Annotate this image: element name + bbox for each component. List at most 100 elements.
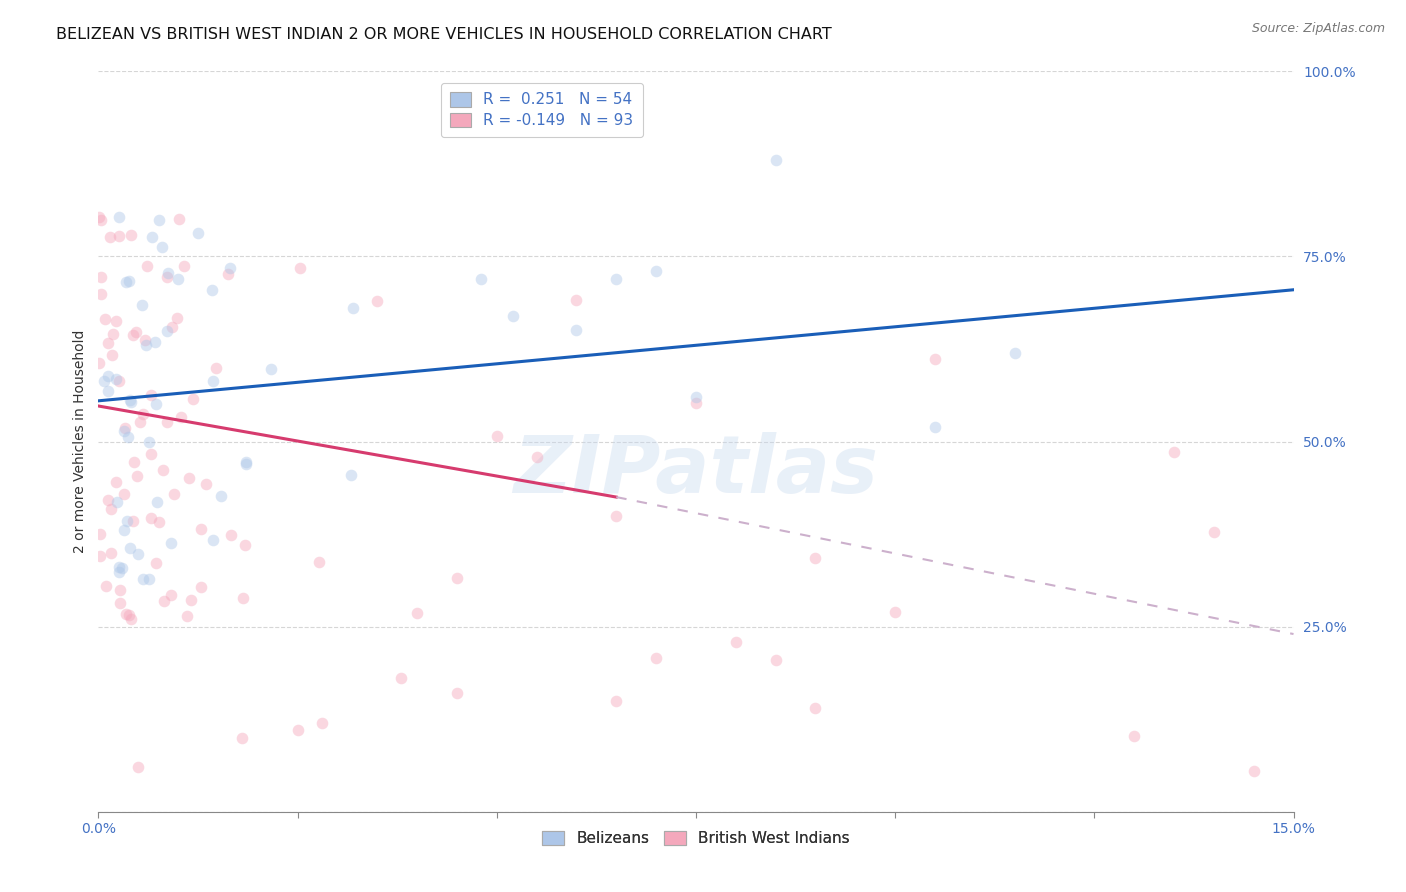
Point — [389, 672, 412, 686]
Point — [219, 528, 242, 542]
Point — [120, 228, 142, 243]
Point — [134, 333, 156, 347]
Point — [131, 298, 153, 312]
Point — [235, 455, 257, 469]
Legend: Belizeans, British West Indians: Belizeans, British West Indians — [536, 824, 856, 852]
Point — [160, 536, 183, 550]
Point — [146, 495, 169, 509]
Point — [485, 429, 508, 443]
Point — [97, 335, 120, 350]
Point — [117, 274, 139, 288]
Point — [605, 271, 627, 285]
Point — [187, 226, 209, 240]
Point — [406, 606, 429, 620]
Point — [340, 468, 363, 483]
Point — [148, 515, 170, 529]
Point — [108, 596, 131, 610]
Point — [105, 372, 128, 386]
Point — [724, 634, 747, 648]
Point — [765, 652, 787, 666]
Point — [1004, 345, 1026, 359]
Point — [115, 607, 138, 622]
Point — [190, 580, 212, 594]
Point — [94, 312, 117, 326]
Point — [1243, 764, 1265, 778]
Point — [108, 566, 131, 580]
Point — [219, 261, 242, 276]
Point — [139, 510, 162, 524]
Point — [150, 240, 173, 254]
Point — [287, 723, 309, 738]
Point — [105, 475, 128, 489]
Point — [173, 259, 195, 273]
Point — [311, 715, 333, 730]
Point — [90, 269, 112, 284]
Point — [96, 384, 118, 398]
Point — [209, 489, 232, 503]
Point — [217, 267, 239, 281]
Point — [152, 463, 174, 477]
Point — [342, 301, 364, 316]
Text: ZIPatlas: ZIPatlas — [513, 432, 879, 510]
Point — [89, 527, 111, 541]
Point — [98, 229, 121, 244]
Point — [155, 415, 177, 429]
Point — [201, 284, 224, 298]
Point — [233, 538, 256, 552]
Point — [122, 328, 145, 343]
Point — [112, 523, 135, 537]
Point — [232, 591, 254, 605]
Point — [924, 352, 946, 367]
Point — [118, 608, 141, 623]
Point — [135, 337, 157, 351]
Point — [114, 424, 136, 438]
Point — [645, 651, 668, 665]
Point — [765, 153, 787, 168]
Point — [804, 701, 827, 715]
Point — [87, 210, 110, 224]
Point — [160, 319, 183, 334]
Point — [105, 495, 128, 509]
Point — [97, 493, 120, 508]
Point — [163, 487, 186, 501]
Point — [114, 421, 136, 435]
Point — [166, 310, 188, 325]
Point — [145, 397, 167, 411]
Point — [118, 392, 141, 407]
Point — [231, 731, 253, 745]
Point — [157, 266, 180, 280]
Point — [132, 572, 155, 586]
Point — [526, 450, 548, 464]
Point — [93, 374, 115, 388]
Point — [139, 388, 162, 402]
Point — [100, 502, 122, 516]
Point — [128, 415, 150, 429]
Point — [195, 476, 218, 491]
Point — [125, 325, 148, 339]
Point — [366, 293, 388, 308]
Point — [1202, 524, 1225, 539]
Point — [201, 533, 224, 547]
Point — [180, 592, 202, 607]
Point — [145, 557, 167, 571]
Point — [169, 212, 191, 227]
Point — [190, 522, 212, 536]
Point — [112, 487, 135, 501]
Point — [153, 593, 176, 607]
Point — [132, 407, 155, 421]
Point — [107, 374, 129, 388]
Point — [127, 547, 149, 561]
Point — [121, 514, 143, 528]
Point — [645, 264, 668, 278]
Point — [89, 549, 111, 564]
Point — [156, 324, 179, 338]
Point — [502, 309, 524, 323]
Point — [181, 392, 204, 407]
Point — [111, 561, 134, 575]
Point — [176, 608, 198, 623]
Point — [138, 572, 160, 586]
Y-axis label: 2 or more Vehicles in Household: 2 or more Vehicles in Household — [73, 330, 87, 553]
Text: BELIZEAN VS BRITISH WEST INDIAN 2 OR MORE VEHICLES IN HOUSEHOLD CORRELATION CHAR: BELIZEAN VS BRITISH WEST INDIAN 2 OR MOR… — [56, 27, 832, 42]
Point — [924, 419, 946, 434]
Point — [179, 471, 201, 485]
